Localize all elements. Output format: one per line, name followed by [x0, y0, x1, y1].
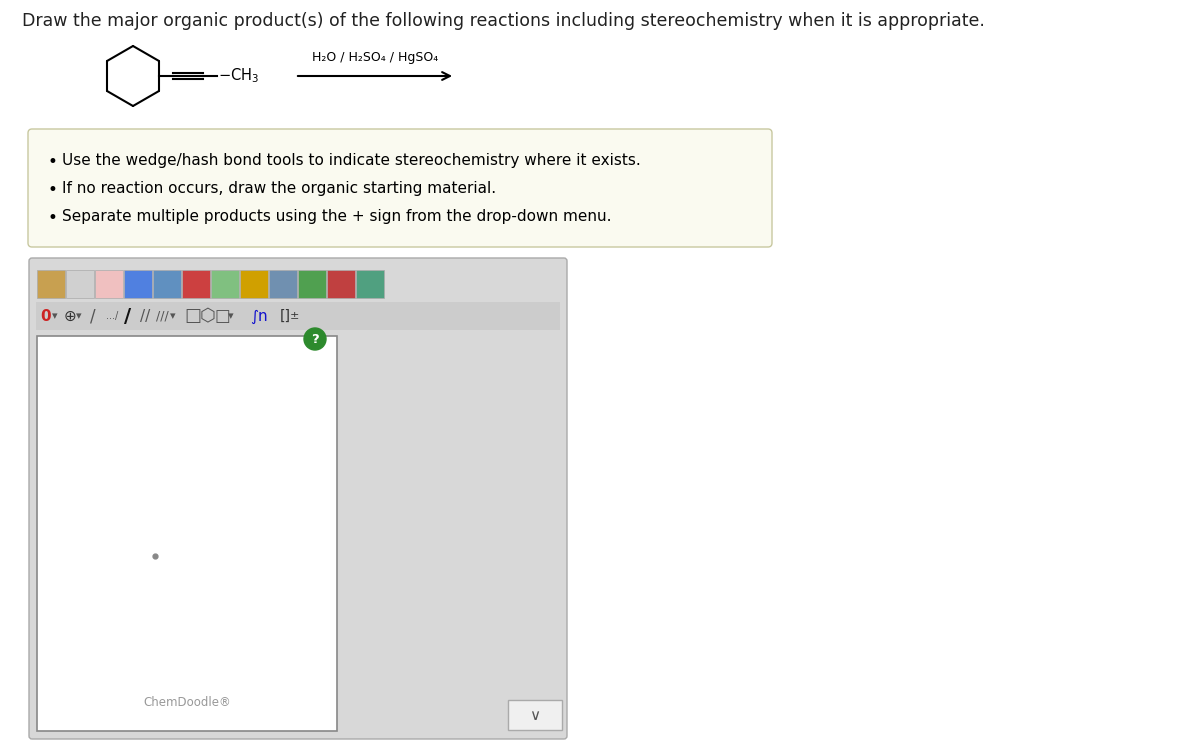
FancyBboxPatch shape — [28, 129, 772, 247]
Text: ∫n: ∫n — [250, 308, 268, 323]
Text: □: □ — [184, 307, 202, 325]
Text: /: / — [124, 307, 131, 325]
Text: 0: 0 — [40, 308, 50, 323]
Text: □: □ — [215, 307, 230, 325]
Text: Draw the major organic product(s) of the following reactions including stereoche: Draw the major organic product(s) of the… — [22, 12, 985, 30]
Text: ▾: ▾ — [228, 311, 234, 321]
Text: []: [] — [280, 309, 292, 323]
Bar — [37, 270, 65, 298]
Bar — [240, 270, 268, 298]
Bar — [356, 270, 384, 298]
Text: .../: .../ — [106, 311, 119, 321]
Bar — [36, 302, 560, 330]
Bar — [326, 270, 355, 298]
Text: /: / — [90, 307, 96, 325]
Bar — [508, 700, 562, 730]
Text: •: • — [48, 181, 58, 199]
Text: ///: /// — [156, 310, 169, 322]
Text: ▾: ▾ — [76, 311, 82, 321]
Bar — [66, 270, 94, 298]
Text: ⊕: ⊕ — [64, 308, 77, 323]
Text: ⬡: ⬡ — [200, 307, 216, 325]
Text: Use the wedge/hash bond tools to indicate stereochemistry where it exists.: Use the wedge/hash bond tools to indicat… — [62, 153, 641, 168]
Text: •: • — [48, 153, 58, 171]
Text: H₂O / H₂SO₄ / HgSO₄: H₂O / H₂SO₄ / HgSO₄ — [312, 51, 438, 64]
Bar — [37, 336, 337, 731]
Bar — [298, 270, 326, 298]
FancyBboxPatch shape — [29, 258, 568, 739]
Bar — [154, 270, 181, 298]
Bar — [95, 270, 124, 298]
Bar — [124, 270, 152, 298]
Text: •: • — [48, 209, 58, 227]
Text: Separate multiple products using the + sign from the drop-down menu.: Separate multiple products using the + s… — [62, 209, 612, 224]
Text: ∨: ∨ — [529, 708, 540, 723]
Text: ChemDoodle®: ChemDoodle® — [143, 696, 230, 709]
Text: ▾: ▾ — [170, 311, 175, 321]
Text: //: // — [140, 308, 150, 323]
Bar — [269, 270, 298, 298]
Text: $-$CH$_3$: $-$CH$_3$ — [218, 67, 259, 85]
Bar — [211, 270, 239, 298]
Text: ?: ? — [311, 333, 319, 346]
Circle shape — [304, 328, 326, 350]
Text: ±: ± — [290, 311, 299, 321]
Text: ▾: ▾ — [52, 311, 58, 321]
Bar — [182, 270, 210, 298]
Text: If no reaction occurs, draw the organic starting material.: If no reaction occurs, draw the organic … — [62, 181, 496, 196]
